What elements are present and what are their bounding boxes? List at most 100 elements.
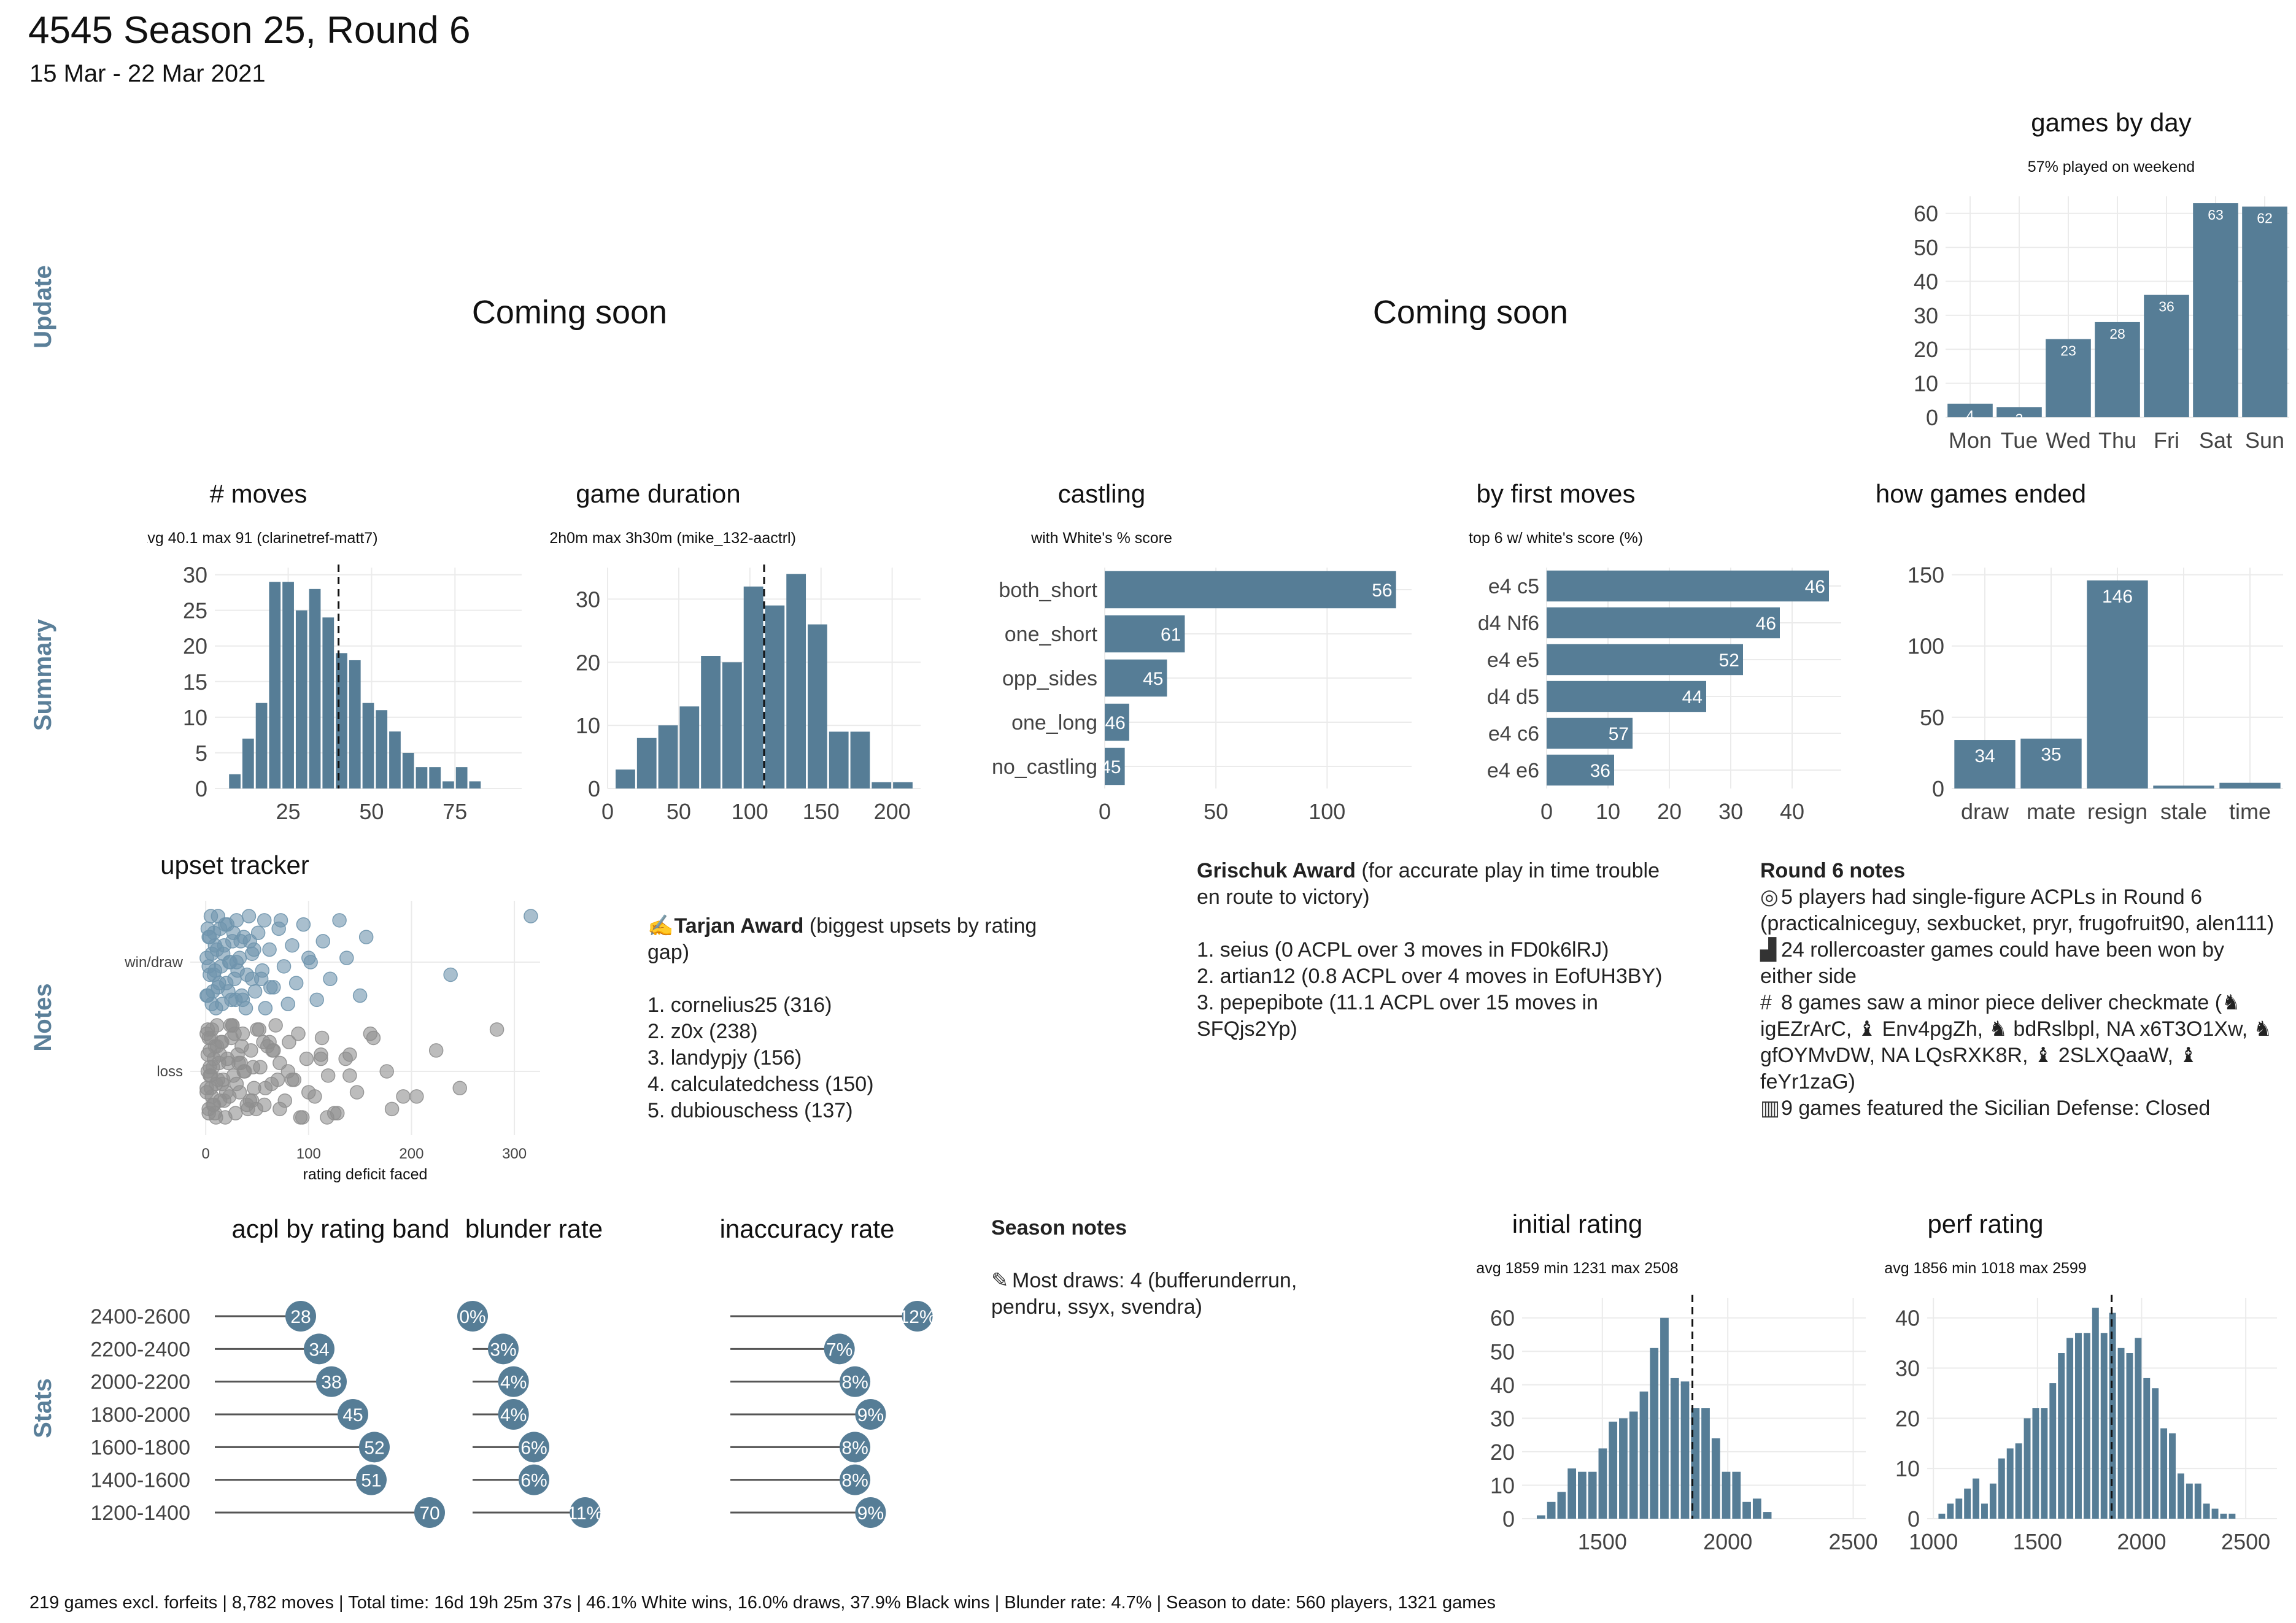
histogram-bar (1650, 1347, 1659, 1519)
histogram-bar (2143, 1378, 2151, 1519)
histogram-bar (389, 731, 401, 788)
bar (1947, 403, 1993, 417)
scatter-point (358, 930, 374, 944)
round-note-line: 24 rollercoaster games could have been w… (1760, 938, 2230, 988)
histogram-bar (2083, 1333, 2090, 1519)
y-tick-label: 40 (1914, 269, 1938, 294)
scatter-point (229, 1076, 244, 1092)
histogram-bar (1629, 1411, 1638, 1519)
scatter-point (276, 959, 292, 974)
y-tick-label: 30 (1914, 303, 1938, 328)
scatter-point (299, 1051, 314, 1066)
x-tick-label: draw (1961, 799, 2009, 824)
scatter-point (288, 976, 304, 990)
scatter-point (212, 1047, 228, 1062)
x-tick-label: Thu (2098, 428, 2136, 453)
row-label-update: Update (29, 265, 56, 349)
bar (2242, 206, 2287, 417)
lollipop-label: 70 (419, 1503, 439, 1524)
y-tick-label: 10 (1914, 371, 1938, 396)
x-axis-title: rating deficit faced (303, 1166, 428, 1183)
histogram-bar (829, 731, 849, 788)
y-tick-label: 5 (195, 741, 207, 766)
histogram-bar (701, 656, 721, 788)
y-tick-label: 50 (1920, 705, 1944, 730)
histogram-bar (1711, 1438, 1720, 1519)
scatter-point (244, 1093, 260, 1108)
book-icon: ▥ (1760, 1097, 1780, 1120)
bar-label: 45 (1100, 757, 1121, 777)
y-tick-label: d4 Nf6 (1478, 612, 1539, 635)
y-tick-label: 10 (1895, 1456, 1920, 1481)
scatter-point (206, 967, 222, 982)
round-note-line: 5 players had single-figure ACPLs in Rou… (1760, 885, 2275, 935)
y-tick-label: 0 (588, 776, 600, 801)
lollipop-label: 7% (826, 1340, 852, 1360)
histogram-bar (786, 574, 806, 788)
lollipop-dot (519, 1432, 549, 1463)
chart-title: upset tracker (160, 850, 309, 879)
lollipop-dot (855, 1399, 886, 1430)
y-tick-label: 1600-1800 (90, 1436, 190, 1459)
bar (1996, 407, 2042, 417)
scatter-point (352, 988, 368, 1003)
y-tick-label: e4 c6 (1488, 722, 1539, 746)
bar-label: 57 (1609, 724, 1629, 744)
histogram-bar (2092, 1308, 2099, 1519)
histogram-bar (2041, 1408, 2048, 1519)
tarjan-item: 4. calculatedchess (150) (647, 1073, 874, 1096)
duration-chart: game duration avg 2h0m max 3h30m (mike_13… (546, 479, 921, 824)
scatter-point (258, 1081, 273, 1096)
lollipop-label: 4% (500, 1373, 527, 1393)
scatter-point (199, 1081, 214, 1096)
scatter-point (452, 1081, 467, 1096)
lollipop-label: 6% (520, 1438, 547, 1458)
bar (1547, 644, 1743, 676)
x-tick-label: 50 (1204, 799, 1228, 824)
x-tick-label: 20 (1657, 799, 1682, 824)
inaccuracy-rate-chart: inaccuracy rate 12% 7% 8% 9% 8% 8% 9% (720, 1214, 936, 1528)
moves-chart: # moves avg 40.1 max 91 (clarinetref-matt… (147, 479, 522, 824)
histogram-bar (2023, 1418, 2031, 1519)
histogram-bar (2186, 1483, 2193, 1519)
lollipop-label: 3% (490, 1340, 516, 1360)
lollipop-label: 34 (309, 1340, 329, 1360)
y-tick-label: win/draw (124, 954, 183, 971)
y-tick-label: both_short (999, 579, 1097, 602)
y-tick-label: 10 (183, 705, 207, 730)
lollipop-label: 8% (841, 1438, 868, 1458)
bar (2046, 339, 2091, 417)
round-note-line: 9 games featured the Sicilian Defense: C… (1781, 1097, 2211, 1120)
y-tick-label: 30 (1895, 1356, 1920, 1381)
histogram-bar (1998, 1458, 2005, 1519)
histogram-bar (469, 781, 481, 788)
scatter-point (234, 1039, 249, 1054)
chart-title: # moves (210, 479, 307, 508)
season-notes: Season notes ✎ Most draws: 4 (bufferunder… (991, 1215, 1359, 1320)
x-tick-label: Sat (2199, 428, 2232, 453)
bar (2144, 295, 2189, 417)
scatter-point (314, 1051, 328, 1066)
chart-title: initial rating (1512, 1209, 1642, 1238)
histogram-bar (1609, 1421, 1618, 1519)
histogram-bar (336, 653, 347, 788)
lollipop-dot (840, 1366, 871, 1397)
grischuk-title: Grischuk Award (1197, 859, 1356, 882)
scatter-point (309, 992, 324, 1008)
y-tick-label: 20 (576, 650, 600, 675)
chart-title: by first moves (1476, 479, 1635, 508)
x-tick-label: Fri (2154, 428, 2179, 453)
scatter-point (366, 1030, 381, 1046)
scatter-point (215, 946, 231, 962)
bar-label: 146 (2102, 587, 2133, 607)
x-tick-label: resign (2087, 799, 2147, 824)
y-tick-label: 10 (1490, 1473, 1515, 1498)
game-end-chart: how games ended 0 50 100 150 34 draw 35 mate 146 r… (1876, 479, 2283, 824)
histogram-bar (658, 725, 678, 788)
scatter-point (315, 934, 331, 949)
histogram-bar (1989, 1483, 1996, 1519)
chart-subtitle: 57% played on weekend (2028, 158, 2195, 175)
y-tick-label: 30 (183, 563, 207, 588)
y-tick-label: 60 (1490, 1306, 1515, 1331)
histogram-bar (2100, 1333, 2108, 1519)
